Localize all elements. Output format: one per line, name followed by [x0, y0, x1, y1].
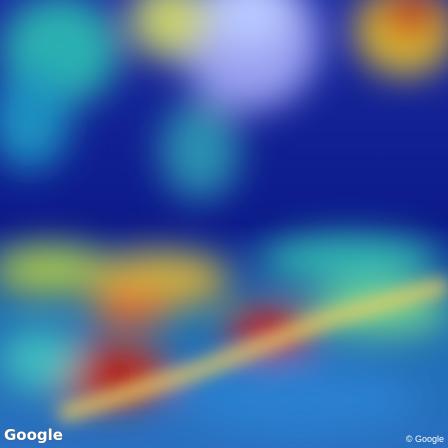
copyright: © Google [406, 434, 444, 444]
curb-stripes [57, 278, 448, 422]
heat-blobs [0, 0, 448, 435]
google-logo: Google [4, 426, 63, 444]
